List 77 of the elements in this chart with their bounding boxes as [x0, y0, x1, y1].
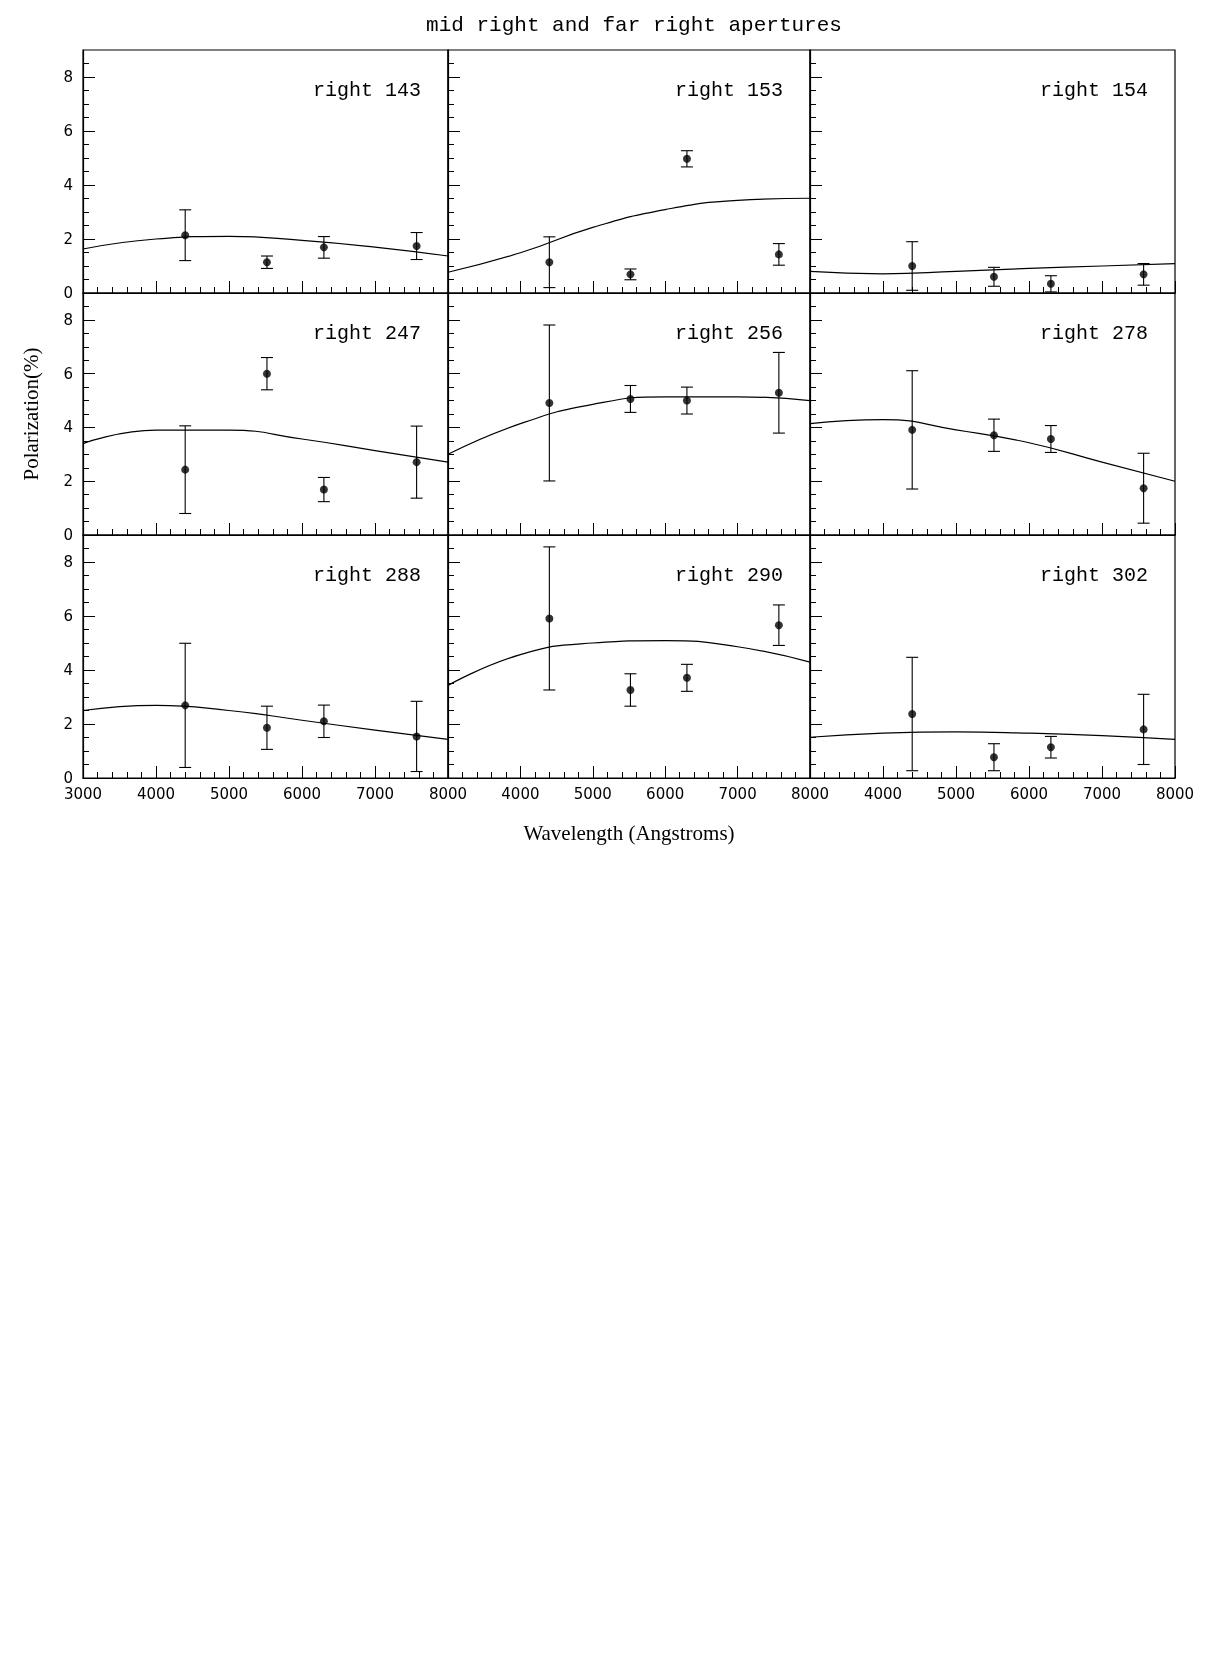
- point: [319, 243, 328, 252]
- y-axis-title: Polarization(%): [18, 347, 43, 481]
- point: [626, 685, 635, 694]
- point: [989, 272, 998, 281]
- x-tick-label: 6000: [282, 784, 322, 803]
- point: [682, 154, 691, 163]
- chart-title: mid right and far right apertures: [426, 14, 842, 37]
- point: [1139, 484, 1148, 493]
- annotation: right 290: [675, 563, 784, 587]
- y-tick-label: 0: [63, 769, 73, 787]
- annotation: right 256: [675, 321, 784, 345]
- x-tick-label: 8000: [1155, 784, 1195, 803]
- point: [682, 673, 691, 682]
- point: [1139, 270, 1148, 279]
- x-tick-label: 7000: [718, 784, 757, 803]
- point: [908, 262, 917, 270]
- y-tick-label: 2: [63, 715, 73, 733]
- annotation: right 302: [1040, 563, 1149, 587]
- point: [262, 723, 271, 732]
- x-tick-label: 4000: [136, 784, 176, 803]
- x-tick-label: 5000: [936, 784, 976, 803]
- point: [262, 369, 271, 378]
- point: [545, 614, 554, 623]
- y-tick-label: 6: [63, 607, 73, 625]
- point: [412, 458, 421, 467]
- point: [412, 242, 421, 251]
- point: [908, 425, 917, 434]
- point: [626, 394, 635, 403]
- annotation: right 247: [313, 321, 422, 345]
- x-tick-label: 4000: [501, 784, 540, 803]
- x-tick-label: 6000: [646, 784, 685, 803]
- point: [545, 258, 554, 267]
- point: [989, 753, 998, 762]
- point: [412, 732, 421, 741]
- point: [908, 710, 917, 719]
- y-tick-label: 2: [63, 472, 73, 491]
- y-tick-label: 4: [63, 176, 73, 194]
- y-tick-label: 2: [63, 230, 73, 248]
- annotation: right 288: [313, 563, 422, 587]
- x-tick-label: 6000: [1009, 784, 1049, 803]
- x-tick-label: 7000: [355, 784, 395, 803]
- point: [319, 485, 328, 494]
- point: [1046, 435, 1055, 443]
- x-tick-label: 8000: [428, 784, 468, 803]
- y-tick-label: 6: [63, 122, 73, 140]
- annotation: right 278: [1040, 321, 1149, 345]
- x-tick-label: 3000: [63, 784, 103, 803]
- x-tick-label: 4000: [863, 784, 903, 803]
- x-axis-title: Wavelength (Angstroms): [523, 820, 735, 845]
- annotation: right 153: [675, 78, 784, 102]
- point: [181, 231, 190, 240]
- x-tick-label: 5000: [573, 784, 612, 803]
- point: [774, 250, 783, 259]
- point: [319, 717, 328, 726]
- y-tick-label: 4: [63, 661, 73, 679]
- y-tick-label: 0: [63, 284, 73, 302]
- y-tick-label: 8: [63, 310, 73, 329]
- point: [181, 701, 190, 710]
- point: [774, 388, 783, 397]
- y-tick-label: 0: [63, 526, 73, 544]
- x-tick-label: 7000: [1082, 784, 1122, 803]
- y-tick-label: 8: [63, 553, 73, 571]
- y-tick-label: 4: [63, 418, 73, 437]
- point: [1046, 743, 1055, 752]
- annotation: right 154: [1040, 78, 1149, 102]
- point: [1046, 279, 1055, 288]
- y-tick-label: 8: [63, 68, 73, 86]
- point: [989, 431, 998, 440]
- point: [545, 398, 554, 407]
- point: [1139, 725, 1148, 734]
- annotation: right 143: [313, 78, 422, 102]
- x-tick-label: 8000: [790, 784, 830, 803]
- point: [774, 621, 783, 630]
- point: [181, 465, 190, 474]
- x-tick-label: 5000: [209, 784, 249, 803]
- point: [682, 396, 691, 405]
- y-tick-label: 6: [63, 364, 73, 383]
